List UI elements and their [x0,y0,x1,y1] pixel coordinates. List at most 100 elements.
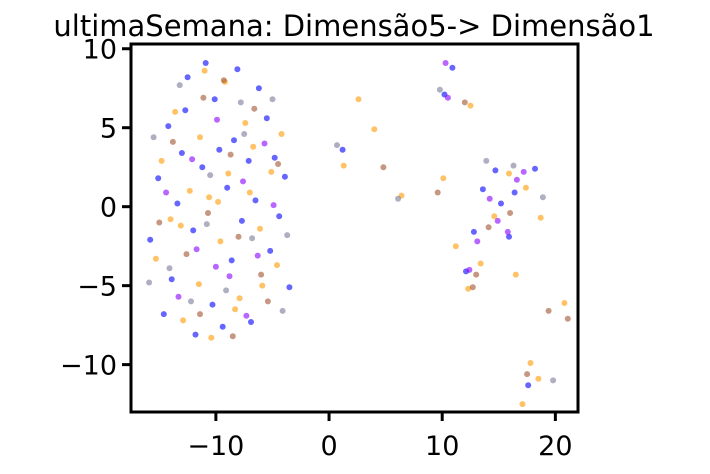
data-point-0-11 [263,115,270,122]
data-point-0-9 [224,184,231,191]
data-point-4-2 [207,172,214,179]
data-point-4-8 [188,298,194,305]
data-point-4-13 [241,131,248,137]
data-point-0-23 [238,217,245,224]
data-point-4-18 [510,162,517,169]
data-point-2-8 [175,293,182,300]
data-point-4-15 [395,195,402,202]
data-point-4-12 [203,221,210,228]
data-point-1-10 [278,131,285,137]
data-point-0-15 [190,227,197,234]
data-point-3-12 [264,298,271,305]
data-point-1-39 [512,271,519,278]
data-point-0-22 [219,323,226,330]
data-point-0-17 [228,257,235,264]
data-point-0-32 [339,146,346,153]
data-point-1-22 [215,198,222,205]
data-point-3-21 [564,315,571,322]
data-point-1-30 [440,175,447,182]
data-point-1-43 [519,401,526,408]
data-point-0-35 [470,228,477,235]
data-point-0-21 [192,331,199,338]
data-point-0-8 [199,164,206,171]
data-point-0-14 [168,276,175,283]
data-point-1-13 [195,281,202,288]
y-tick-label: −10 [60,351,117,382]
data-point-1-19 [208,334,215,341]
data-point-1-8 [225,170,232,177]
data-point-2-20 [520,168,527,175]
data-point-2-9 [212,263,219,270]
x-tick-label: −10 [187,431,244,462]
data-point-4-5 [284,232,291,239]
data-point-0-27 [202,60,209,66]
chart-title: ultimaSemana: Dimensão5-> Dimensão1 [53,9,654,43]
data-point-4-10 [249,235,256,242]
data-point-1-35 [561,300,568,306]
data-point-0-5 [271,154,278,161]
data-point-2-17 [466,266,473,273]
data-point-4-17 [483,157,490,164]
data-point-3-0 [169,138,176,145]
data-point-0-12 [281,173,288,180]
data-point-1-0 [172,108,179,115]
data-point-1-32 [506,170,512,177]
data-point-4-19 [539,194,546,201]
data-point-1-26 [355,96,362,103]
data-point-4-3 [237,99,244,106]
x-tick-label: 20 [538,431,572,462]
data-point-2-14 [494,217,501,224]
data-point-2-7 [254,252,261,259]
data-point-4-20 [550,377,557,384]
data-point-2-11 [270,202,277,209]
data-point-3-11 [229,333,236,340]
data-point-2-12 [442,60,449,66]
data-point-3-23 [469,284,476,291]
data-point-2-4 [163,189,170,196]
data-point-3-15 [434,189,441,196]
data-point-0-16 [209,301,216,308]
data-point-1-20 [232,306,239,313]
data-point-3-9 [258,271,265,278]
data-point-3-2 [227,151,234,158]
data-point-1-15 [236,295,243,302]
data-point-4-11 [279,307,286,314]
data-point-1-18 [180,317,187,324]
data-point-4-14 [334,142,340,149]
data-point-1-25 [167,216,174,223]
data-point-4-0 [150,134,157,141]
data-point-3-6 [183,251,190,258]
data-point-0-24 [276,213,283,220]
data-point-1-14 [217,238,224,245]
data-point-3-16 [461,99,468,106]
axes: −10 0 10 20 10 5 0 −5 −10 [60,35,573,462]
data-point-1-3 [242,120,249,126]
data-point-0-2 [211,96,218,103]
data-point-0-6 [155,175,162,182]
data-point-1-5 [158,157,165,164]
data-point-1-23 [246,189,253,196]
data-point-2-10 [243,312,250,319]
data-point-3-13 [220,77,227,84]
data-point-3-14 [380,164,387,171]
data-point-0-20 [286,284,293,291]
data-point-3-22 [473,271,480,278]
data-point-1-37 [527,360,534,366]
data-point-0-1 [184,74,191,81]
data-point-0-34 [449,64,456,71]
data-point-2-0 [189,156,196,163]
data-point-1-9 [250,143,257,150]
data-point-1-6 [186,187,193,194]
data-point-0-29 [252,197,259,204]
data-point-2-13 [444,94,451,101]
data-point-0-42 [479,186,486,193]
data-point-1-11 [152,255,159,262]
data-point-2-2 [240,178,246,185]
data-point-3-18 [507,210,514,216]
data-point-0-0 [165,123,172,130]
data-point-0-26 [182,107,189,114]
y-tick-label: 0 [100,193,117,224]
data-point-3-19 [524,371,531,378]
data-point-2-6 [226,273,233,280]
